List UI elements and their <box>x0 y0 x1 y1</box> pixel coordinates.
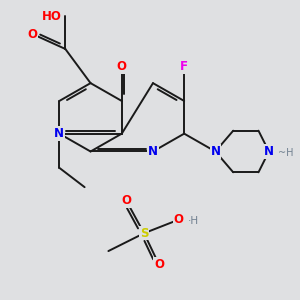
Text: S: S <box>140 227 148 240</box>
Text: ·H: ·H <box>188 216 199 226</box>
Text: F: F <box>180 60 188 73</box>
Text: ~H: ~H <box>278 148 294 158</box>
Text: N: N <box>148 145 158 158</box>
Text: O: O <box>121 194 131 207</box>
Text: N: N <box>264 145 274 158</box>
Text: O: O <box>117 60 127 73</box>
Text: O: O <box>173 213 183 226</box>
Text: O: O <box>28 28 38 40</box>
Text: O: O <box>154 258 164 271</box>
Text: N: N <box>210 145 220 158</box>
Text: N: N <box>54 127 64 140</box>
Text: HO: HO <box>42 10 62 23</box>
